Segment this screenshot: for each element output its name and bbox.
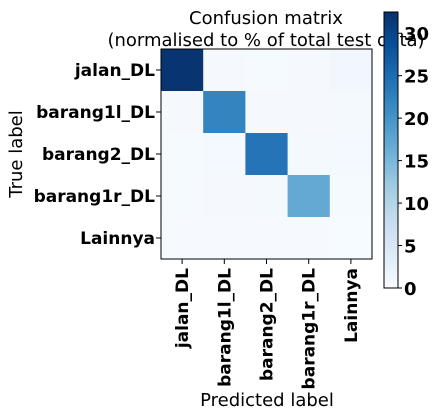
colorbar-tick-label: 5: [404, 237, 417, 258]
y-tick-label: barang1l_DL: [36, 103, 155, 123]
heatmap-cell-barang1l_DL-Lainnya: [329, 91, 373, 134]
colorbar-tick-label: 30: [404, 24, 429, 45]
y-tick-labels: jalan_DL barang1l_DL barang2_DL barang1r_DL…: [34, 61, 161, 249]
heatmap-cell-barang1r_DL-Lainnya: [329, 175, 373, 218]
heatmap-cell-barang1l_DL-barang1l_DL: [203, 91, 246, 134]
heatmap-cell-barang1r_DL-barang1l_DL: [203, 175, 246, 218]
colorbar-gradient: [383, 11, 399, 289]
heatmap-cell-jalan_DL-barang2_DL: [245, 49, 289, 92]
heatmap-cell-barang1r_DL-jalan_DL: [161, 175, 204, 218]
y-axis-label: True label: [6, 110, 27, 199]
y-tick-label: jalan_DL: [74, 61, 155, 81]
heatmap-cell-barang2_DL-jalan_DL: [161, 133, 204, 176]
heatmap-cell-Lainnya-barang2_DL: [245, 217, 289, 260]
colorbar-tick-label: 15: [404, 152, 429, 173]
heatmap-cells: [161, 49, 373, 260]
x-tick-label: jalan_DL: [173, 268, 193, 349]
x-tick-label: barang1r_DL: [300, 268, 320, 390]
heatmap-cell-jalan_DL-Lainnya: [329, 49, 373, 92]
x-tick-label: barang2_DL: [258, 268, 278, 381]
chart-title-line1: Confusion matrix: [189, 8, 343, 29]
chart-title-line2: (normalised to % of total test data): [107, 30, 424, 51]
heatmap-cell-barang2_DL-Lainnya: [329, 133, 373, 176]
x-tick-label: barang1l_DL: [215, 268, 235, 387]
heatmap-cell-jalan_DL-barang1r_DL: [287, 49, 331, 92]
x-tick-labels: jalan_DL barang1l_DL barang2_DL barang1r_DL…: [173, 259, 362, 389]
colorbar-tick-label: 0: [404, 279, 417, 300]
heatmap-cell-jalan_DL-barang1l_DL: [203, 49, 246, 92]
y-tick-label: barang1r_DL: [34, 187, 156, 207]
heatmap-cell-barang1r_DL-barang1r_DL: [287, 175, 331, 218]
y-tick-label: barang2_DL: [42, 145, 155, 165]
colorbar-tick-label: 10: [404, 194, 429, 215]
heatmap-cell-barang2_DL-barang2_DL: [245, 133, 289, 176]
heatmap-cell-barang1l_DL-jalan_DL: [161, 91, 204, 134]
heatmap-cell-Lainnya-barang1l_DL: [203, 217, 246, 260]
x-axis-label: Predicted label: [200, 390, 334, 411]
y-tick-label: Lainnya: [80, 229, 155, 249]
heatmap-cell-barang2_DL-barang1r_DL: [287, 133, 331, 176]
heatmap-cell-Lainnya-Lainnya: [329, 217, 373, 260]
heatmap-cell-Lainnya-jalan_DL: [161, 217, 204, 260]
heatmap-cell-barang2_DL-barang1l_DL: [203, 133, 246, 176]
colorbar: 0 5 10 15 20 25 30: [383, 11, 429, 300]
colorbar-tick-label: 20: [404, 109, 429, 130]
heatmap-cell-barang1l_DL-barang2_DL: [245, 91, 289, 134]
heatmap-cell-Lainnya-barang1r_DL: [287, 217, 331, 260]
x-tick-label: Lainnya: [342, 268, 362, 343]
heatmap-cell-jalan_DL-jalan_DL: [161, 49, 204, 92]
heatmap-cell-barang1r_DL-barang2_DL: [245, 175, 289, 218]
heatmap-cell-barang1l_DL-barang1r_DL: [287, 91, 331, 134]
colorbar-tick-label: 25: [404, 67, 429, 88]
